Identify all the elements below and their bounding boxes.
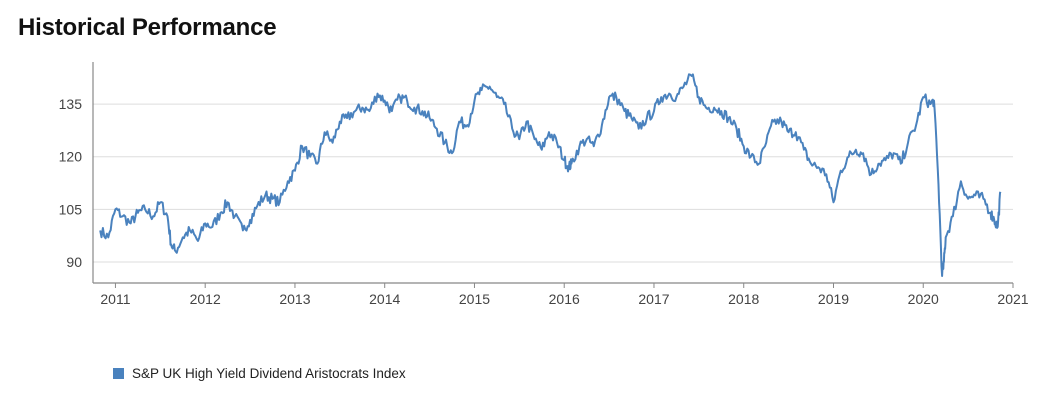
series-layer [99,73,1002,277]
y-tick-label: 105 [59,201,83,217]
x-tick-label: 2013 [279,291,310,307]
y-tick-label: 135 [59,96,83,112]
x-tick-label: 2016 [549,291,580,307]
axes [92,62,1013,284]
y-tick-label: 90 [66,254,82,270]
x-tick-label: 2018 [728,291,759,307]
x-tick-label: 2015 [459,291,490,307]
x-tick-label: 2021 [997,291,1028,307]
x-axis-ticks: 2011 2012 2013 2014 2015 2016 2017 2018 2019 2020… [100,283,1029,307]
gridlines [93,103,1013,263]
x-tick-label: 2017 [638,291,669,307]
series-line [99,73,1002,277]
x-tick-label: 2011 [100,291,130,307]
y-tick-label: 120 [59,149,83,165]
x-tick-label: 2019 [818,291,849,307]
y-axis-ticks: 90 105 120 135 [59,96,83,270]
x-tick-label: 2012 [190,291,221,307]
x-tick-label: 2014 [369,291,400,307]
page-title: Historical Performance [18,14,277,41]
legend: S&P UK High Yield Dividend Aristocrats I… [113,366,406,381]
legend-label: S&P UK High Yield Dividend Aristocrats I… [132,366,406,381]
legend-swatch [113,368,124,379]
x-tick-label: 2020 [908,291,939,307]
